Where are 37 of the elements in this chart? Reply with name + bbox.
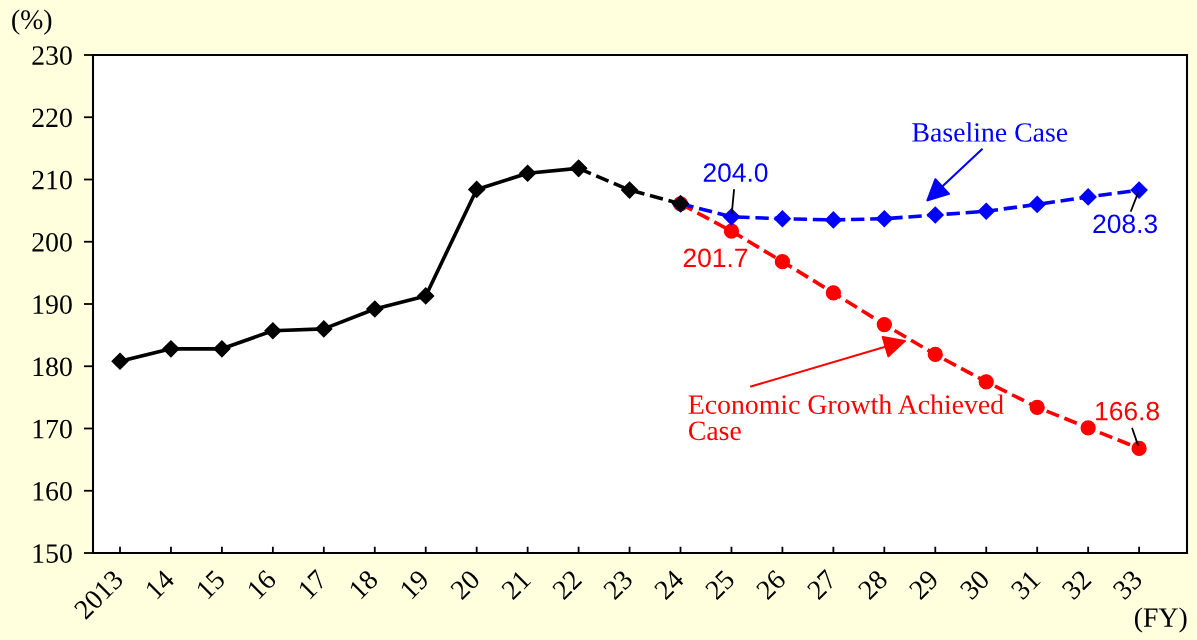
y-tick-label: 160: [33, 481, 72, 501]
y-tick-label: 220: [32, 108, 72, 128]
x-tick-label: 32: [1061, 569, 1092, 601]
y-tick-label: 180: [33, 357, 72, 377]
y-tick-label: 170: [33, 419, 72, 439]
x-tick-label: 14: [144, 568, 176, 600]
x-tick-label: 25: [704, 569, 736, 601]
x-tick-label: 31: [1010, 569, 1041, 601]
x-tick-label: 22: [551, 569, 583, 601]
x-tick-label: 27: [806, 568, 838, 601]
x-tick-label: 26: [755, 568, 787, 601]
x-tick-label: 18: [348, 569, 379, 600]
x-tick-label: 23: [602, 569, 634, 601]
x-tick-label: 21: [500, 569, 532, 601]
x-tick-label: 33: [1112, 569, 1144, 601]
data-label: 204.0: [703, 163, 768, 182]
y-tick-label: 230: [32, 46, 72, 65]
x-tick-label: 16: [246, 568, 278, 600]
data-label: 208.3: [1093, 214, 1157, 234]
y-tick-label: 200: [32, 232, 72, 252]
y-tick-label: 210: [32, 170, 72, 190]
x-tick-label: 17: [297, 568, 328, 600]
data-label: 201.7: [683, 248, 748, 268]
x-axis-title: (FY): [1134, 607, 1187, 633]
x-tick-label: 19: [399, 569, 430, 600]
series-label: Economic Growth Achieved Case: [688, 394, 1004, 441]
y-tick-label: 190: [33, 295, 72, 314]
y-axis-title: (%): [12, 9, 52, 35]
x-tick-label: 30: [959, 569, 991, 601]
series-label: Baseline Case: [912, 122, 1068, 142]
y-tick-label: 150: [33, 544, 72, 563]
data-label: 166.8: [1096, 401, 1159, 421]
x-tick-label: 15: [195, 569, 227, 600]
x-tick-label: 24: [653, 568, 685, 601]
x-tick-label: 29: [908, 569, 940, 601]
x-tick-label: 28: [857, 569, 889, 601]
x-tick-label: 20: [449, 569, 481, 601]
